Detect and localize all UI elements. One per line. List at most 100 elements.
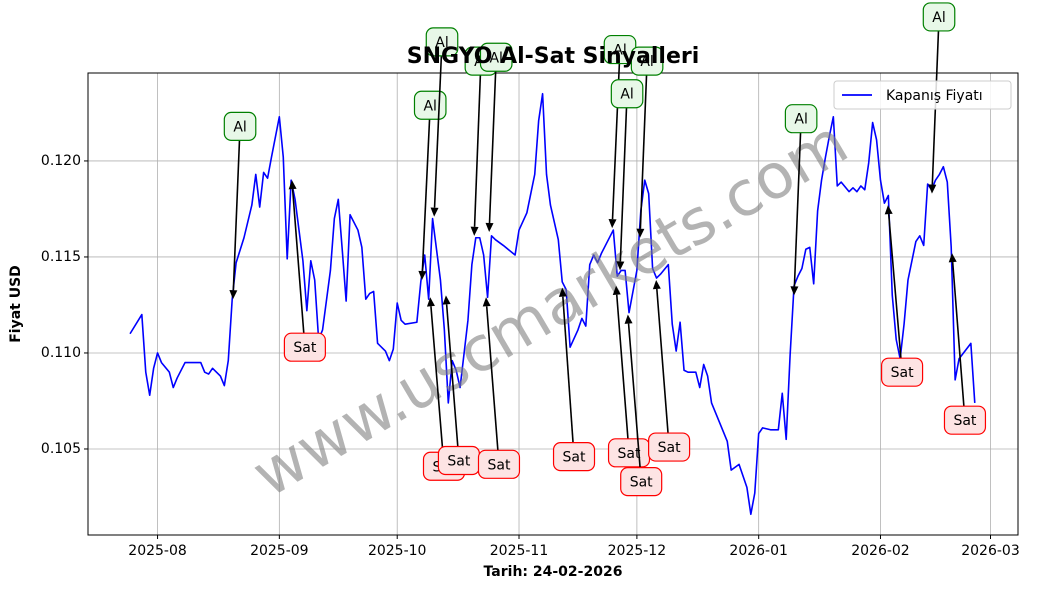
signal-arrow-shaft (793, 132, 802, 287)
price-line (129, 92, 976, 516)
y-tick-label: 0.120 (41, 153, 81, 169)
signal-label: Al (630, 46, 664, 76)
signal-arrow-head (430, 207, 439, 217)
signal-arrow-head (288, 180, 297, 190)
signal-box (922, 2, 956, 32)
signal-box (610, 79, 644, 109)
signal-box (479, 42, 513, 72)
signal-arrow-head (482, 297, 491, 307)
signal-box (784, 104, 818, 134)
signal-arrow-head (624, 314, 633, 324)
plot-area (129, 92, 976, 516)
signal-text: Al (489, 50, 502, 66)
signal-text: Al (620, 87, 633, 103)
signal-arrow-head (948, 253, 957, 263)
signal-arrow-head (928, 184, 937, 194)
signal-arrow-shaft (232, 140, 241, 291)
signal-label: Al (425, 27, 459, 57)
signal-label: Sat (607, 438, 651, 468)
signal-label: Al (922, 2, 956, 32)
signal-text: Sat (563, 450, 586, 466)
signal-box (477, 449, 521, 479)
signal-text: Al (423, 98, 436, 114)
signal-arrow-head (558, 287, 567, 297)
signal-label: Sat (881, 357, 924, 387)
signal-box (881, 357, 924, 387)
x-tick-label: 2025-10 (368, 543, 427, 559)
chart-title: SNGYO Al-Sat Sinyalleri (407, 44, 700, 69)
signal-arrow-head (612, 285, 621, 296)
x-axis-label: Tarih: 24-02-2026 (484, 564, 623, 580)
signal-label: Al (784, 104, 818, 134)
signal-text: Sat (293, 340, 316, 356)
y-tick-label: 0.110 (41, 345, 81, 361)
signal-box (425, 27, 459, 57)
signal-box (223, 111, 257, 141)
signal-text: Al (613, 43, 626, 59)
signal-arrow-shaft (562, 296, 574, 443)
signal-text: Sat (618, 446, 641, 462)
signal-arrow-shaft (627, 323, 641, 468)
ticks: 0.105 0.110 0.115 0.120 2025-08 2025-09 2025-1… (41, 153, 1020, 559)
signal-box (943, 405, 987, 435)
signal-label: Sat (648, 432, 691, 462)
signal-arrow-head (485, 222, 494, 232)
signal-box (552, 442, 596, 472)
legend-label: Kapanış Fiyatı (886, 88, 983, 104)
signal-arrow-shaft (951, 262, 965, 407)
signal-arrow-head (636, 228, 645, 238)
signal-arrow-head (442, 295, 451, 305)
signal-arrow-shaft (430, 306, 444, 453)
signal-text: Sat (953, 413, 976, 429)
signal-arrow-shaft (421, 119, 431, 272)
signal-arrow-shaft (615, 294, 629, 439)
signal-arrow-shaft (433, 55, 443, 208)
x-tick-label: 2025-08 (128, 543, 187, 559)
signal-box (630, 46, 664, 76)
signal-arrow-shaft (656, 288, 669, 434)
x-tick-label: 2026-01 (729, 543, 788, 559)
signal-arrow-shaft (485, 306, 499, 451)
x-tick-label: 2025-12 (608, 543, 667, 559)
signal-arrow-shaft (639, 75, 648, 229)
annotations: Al Sat Al Al Sat Sat Al Al Sat Sat Al Al Al Sat Sat Sat… (223, 2, 987, 497)
grid (88, 73, 1018, 535)
signal-box (648, 432, 691, 462)
signal-label: Al (413, 90, 447, 120)
signal-label: Sat (283, 332, 326, 362)
signal-arrow-head (790, 286, 799, 296)
signal-label: Al (223, 111, 257, 141)
signal-text: Sat (487, 457, 510, 473)
x-tick-label: 2025-09 (250, 543, 309, 559)
signal-text: Sat (630, 475, 653, 491)
x-tick-label: 2026-03 (961, 543, 1020, 559)
signal-box (283, 332, 326, 362)
signal-arrow-shaft (488, 71, 497, 224)
signal-arrow-shaft (887, 214, 902, 359)
signal-text: Sat (447, 453, 470, 469)
signal-arrow-head (608, 218, 617, 229)
signal-arrow-head (616, 261, 625, 271)
signal-text: Al (932, 10, 945, 26)
signal-label: Al (479, 42, 513, 72)
signal-text: Al (435, 35, 448, 51)
signal-text: Al (233, 119, 246, 135)
y-tick-label: 0.115 (41, 249, 81, 265)
signal-arrow-head (470, 226, 479, 236)
legend: Kapanış Fiyatı (833, 80, 1012, 110)
y-axis-label: Fiyat USD (8, 265, 24, 343)
signal-box (620, 467, 663, 497)
signal-label: Sat (552, 442, 596, 472)
signal-label: Sat (477, 449, 521, 479)
legend-box (833, 80, 1012, 110)
signal-label: Al (610, 79, 644, 109)
signal-arrow-head (884, 205, 893, 215)
signal-arrow-shaft (291, 189, 305, 334)
signal-label: Sat (620, 467, 663, 497)
signal-text: Al (794, 112, 807, 128)
signal-text: Sat (658, 440, 681, 456)
signal-arrow-head (426, 297, 435, 307)
signal-label: Sat (437, 445, 480, 476)
signal-arrow-head (229, 290, 238, 300)
